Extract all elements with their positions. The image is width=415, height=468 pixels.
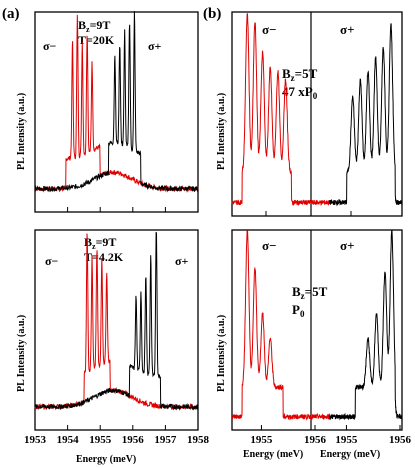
- b-bottom-field: Bz=5T: [292, 284, 328, 301]
- a-top-ylabel: PL Intensity (a.u.): [16, 93, 27, 170]
- series-a_top-0: [34, 14, 199, 193]
- a-top-field: Bz=9T: [78, 18, 110, 34]
- b-bottom-sigma-minus: σ−: [262, 238, 276, 253]
- b-xlabel-left: Energy (meV): [243, 449, 303, 460]
- b-bottom-power: P0: [292, 302, 305, 319]
- b-top-field: Bz=5T: [282, 66, 318, 83]
- b-top-sigma-plus: σ+: [340, 22, 354, 37]
- series-b_bottom-0: [231, 230, 331, 421]
- tick-label-b-right-1: 1956: [389, 434, 412, 446]
- series-b_bottom-1: [329, 229, 403, 421]
- tick-label-a_bottom-3: 1956: [122, 434, 145, 446]
- tick-label-a_bottom-1: 1954: [57, 434, 80, 446]
- tick-label-b-left-0: 1955: [250, 434, 273, 446]
- tick-label-b-right-0: 1955: [335, 434, 358, 446]
- a-bottom-sigma-plus: σ+: [175, 254, 189, 268]
- panel-label-a: (a): [2, 6, 20, 22]
- tick-label-a_bottom-5: 1958: [187, 434, 210, 446]
- b-top-ylabel: PL Intensity (a.u.): [216, 93, 227, 170]
- b-top-sigma-minus: σ−: [262, 22, 276, 37]
- chart-a-top: [34, 11, 199, 213]
- series-b_top-1: [329, 23, 403, 207]
- b-xlabel-right: Energy (meV): [320, 449, 380, 460]
- b-bottom-ylabel: PL Intensity (a.u.): [216, 315, 227, 392]
- a-bottom-field: Bz=9T: [84, 235, 116, 251]
- series-a_bottom-1: [34, 231, 199, 411]
- a-bottom-ylabel: PL Intensity (a.u.): [16, 315, 27, 392]
- b-top-power: 47 xP0: [282, 84, 318, 101]
- b-bottom-sigma-plus: σ+: [340, 238, 354, 253]
- chart-a-bottom: [34, 229, 199, 431]
- a-xlabel: Energy (meV): [76, 454, 136, 465]
- a-bottom-temp: T=4.2K: [84, 250, 124, 264]
- a-top-temp: T=20K: [78, 33, 115, 47]
- chart-marks: 1953 1954 1955 1956 1957 1958 1955 1956 1955 1956: [24, 11, 412, 446]
- chart-b-bottom: [231, 229, 403, 431]
- series-a_top-1: [34, 11, 199, 193]
- a-top-sigma-plus: σ+: [148, 39, 162, 53]
- series-b_top-0: [231, 13, 331, 206]
- tick-label-b-left-1: 1956: [304, 434, 327, 446]
- tick-label-a_bottom-4: 1957: [154, 434, 177, 446]
- chart-b-top: [231, 11, 403, 217]
- panel-label-b: (b): [203, 6, 221, 22]
- tick-label-a_bottom-2: 1955: [89, 434, 112, 446]
- tick-label-a_bottom-0: 1953: [24, 434, 47, 446]
- a-top-sigma-minus: σ−: [43, 39, 57, 53]
- a-bottom-sigma-minus: σ−: [45, 254, 59, 268]
